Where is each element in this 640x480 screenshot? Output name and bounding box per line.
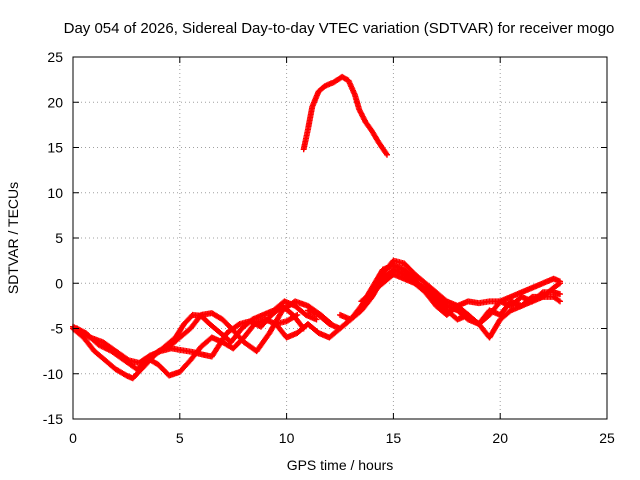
y-tick-label: 5 xyxy=(55,230,63,246)
data-point xyxy=(557,291,564,298)
x-tick-label: 25 xyxy=(599,430,615,446)
series-outlier-arc xyxy=(300,73,390,158)
series-track-h xyxy=(358,271,564,327)
data-point xyxy=(557,298,564,305)
grid xyxy=(73,57,607,419)
x-tick-label: 5 xyxy=(176,430,184,446)
y-tick-label: 25 xyxy=(47,49,63,65)
data-point xyxy=(235,321,242,328)
chart-title: Day 054 of 2026, Sidereal Day-to-day VTE… xyxy=(64,20,615,37)
y-axis-label: SDTVAR / TECUs xyxy=(5,182,21,294)
y-tick-label: 0 xyxy=(55,275,63,291)
x-tick-label: 0 xyxy=(69,430,77,446)
y-tick-label: 10 xyxy=(47,185,63,201)
data-point xyxy=(557,278,564,285)
data-point xyxy=(383,151,390,158)
data-point xyxy=(383,150,390,157)
data-point xyxy=(313,316,320,323)
y-tick-label: -15 xyxy=(43,411,63,427)
y-tick-label: -5 xyxy=(51,321,64,337)
x-tick-label: 10 xyxy=(279,430,295,446)
data-point xyxy=(555,297,562,304)
y-tick-label: 20 xyxy=(47,94,63,110)
x-axis-label: GPS time / hours xyxy=(287,457,394,473)
data-marks xyxy=(70,73,564,382)
x-axis-ticks: 0 5 10 15 20 25 xyxy=(69,57,615,446)
x-tick-label: 20 xyxy=(492,430,508,446)
y-tick-label: -10 xyxy=(43,366,63,382)
data-point xyxy=(124,356,131,363)
x-tick-label: 15 xyxy=(386,430,402,446)
y-tick-label: 15 xyxy=(47,140,63,156)
y-axis-ticks: -15 -10 -5 0 5 10 15 20 25 xyxy=(43,49,607,427)
data-point xyxy=(538,290,545,297)
data-point xyxy=(294,311,301,318)
